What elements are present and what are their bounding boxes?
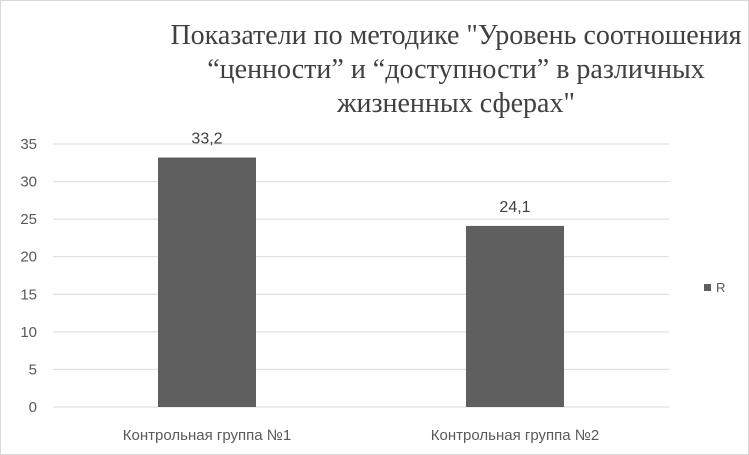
y-tick-label: 5 (29, 361, 37, 378)
legend-swatch (704, 284, 711, 291)
chart-title: Показатели по методике "Уровень соотноше… (170, 20, 742, 119)
data-label: 33,2 (191, 131, 222, 148)
category-label: Контрольная группа №1 (123, 427, 291, 444)
y-tick-label: 30 (20, 174, 37, 191)
legend-label: R (716, 280, 725, 295)
y-tick-label: 25 (20, 211, 37, 228)
data-label: 24,1 (499, 199, 530, 216)
y-tick-label: 20 (20, 249, 37, 266)
y-tick-label: 0 (29, 399, 37, 416)
bar (158, 157, 256, 407)
y-tick-label: 35 (20, 136, 37, 153)
bar (466, 225, 564, 407)
y-tick-label: 15 (20, 286, 37, 303)
category-label: Контрольная группа №2 (431, 427, 599, 444)
y-tick-label: 10 (20, 324, 37, 341)
